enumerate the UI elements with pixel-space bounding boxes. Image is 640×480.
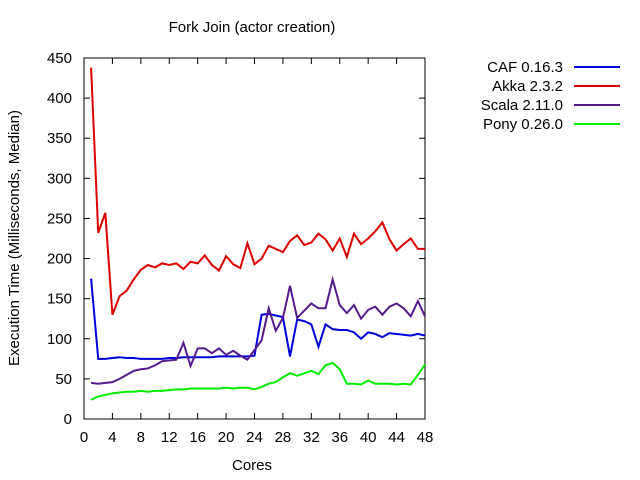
legend-label-scala: Scala 2.11.0 — [481, 97, 563, 114]
x-tick-label: 32 — [303, 429, 320, 446]
chart-title: Fork Join (actor creation) — [169, 19, 336, 36]
x-tick-label: 44 — [388, 429, 405, 446]
legend-label-pony: Pony 0.26.0 — [483, 116, 563, 133]
legend-label-caf: CAF 0.16.3 — [487, 59, 563, 76]
legend-label-akka: Akka 2.3.2 — [492, 78, 563, 95]
x-tick-label: 16 — [189, 429, 206, 446]
x-tick-label: 0 — [80, 429, 88, 446]
y-axis-label: Execution Time (Milliseconds, Median) — [6, 110, 23, 366]
x-axis-label: Cores — [232, 457, 272, 474]
y-tick-label: 450 — [47, 50, 72, 67]
y-tick-label: 100 — [47, 331, 72, 348]
x-tick-label: 36 — [331, 429, 348, 446]
series-group — [90, 67, 426, 401]
x-tick-label: 4 — [108, 429, 116, 446]
x-tick-label: 28 — [275, 429, 292, 446]
x-tick-label: 12 — [161, 429, 178, 446]
plot-frame — [83, 57, 426, 420]
y-tick-label: 250 — [47, 210, 72, 227]
series-line-akka — [90, 67, 425, 316]
series-line-caf — [90, 278, 426, 360]
y-tick-label: 200 — [47, 251, 72, 268]
x-tick-label: 24 — [246, 429, 263, 446]
series-line-pony — [90, 361, 426, 401]
y-tick-label: 50 — [55, 371, 72, 388]
x-tick-label: 40 — [360, 429, 377, 446]
y-axis: 0 50 100 150 200 250 300 350 400 450 — [47, 50, 425, 428]
y-tick-label: 400 — [47, 90, 72, 107]
legend: CAF 0.16.3 Akka 2.3.2 Scala 2.11.0 Pony 0.2… — [481, 59, 620, 133]
x-tick-label: 48 — [417, 429, 434, 446]
series-line-scala — [90, 275, 426, 385]
x-axis: 0 4 8 12 16 20 24 28 32 36 40 44 48 — [80, 58, 434, 446]
x-tick-label: 20 — [218, 429, 235, 446]
y-tick-label: 150 — [47, 291, 72, 308]
y-tick-label: 0 — [64, 411, 72, 428]
x-tick-label: 8 — [137, 429, 145, 446]
y-tick-label: 300 — [47, 170, 72, 187]
y-tick-label: 350 — [47, 130, 72, 147]
